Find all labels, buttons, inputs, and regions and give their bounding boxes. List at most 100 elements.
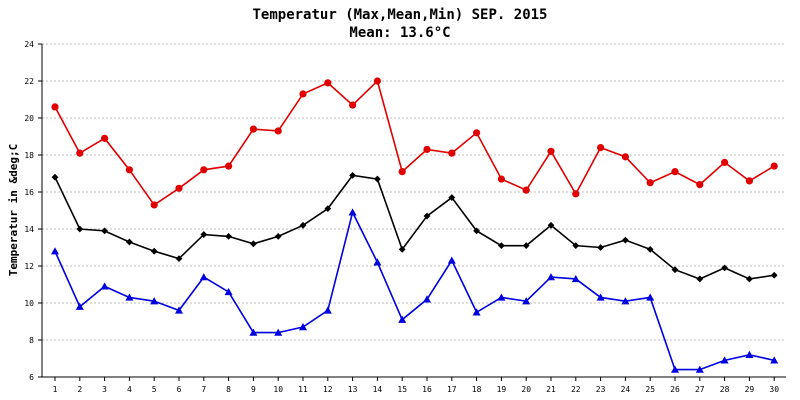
data-point [150, 247, 158, 255]
data-point [646, 245, 654, 253]
data-point [299, 323, 307, 331]
data-point [274, 328, 283, 336]
data-point [423, 212, 431, 220]
grid-lines [42, 43, 786, 341]
data-point [224, 287, 233, 296]
y-tick-label: 10 [24, 299, 34, 308]
data-point [696, 181, 704, 189]
x-tick-label: 13 [348, 385, 358, 394]
series-line [54, 174, 775, 280]
data-point [299, 90, 307, 98]
x-tick-label: 23 [596, 385, 606, 394]
chart-subtitle: Mean: 13.6°C [349, 25, 450, 41]
y-tick-label: 12 [24, 262, 34, 271]
data-point [448, 194, 456, 201]
x-tick-label: 7 [201, 385, 206, 394]
data-point [597, 144, 605, 152]
data-point [150, 297, 159, 305]
x-tick-label: 15 [397, 385, 407, 394]
data-point [547, 221, 555, 229]
x-tick-label: 25 [645, 385, 655, 394]
x-tick-label: 24 [621, 385, 631, 394]
data-point [720, 356, 729, 364]
data-point [646, 179, 654, 187]
x-tick-label: 5 [152, 385, 157, 394]
y-tick-label: 14 [24, 225, 34, 234]
data-point [348, 208, 357, 216]
data-point [101, 134, 109, 142]
data-point [571, 274, 580, 283]
x-tick-label: 8 [226, 385, 231, 394]
y-tick-label: 20 [24, 114, 34, 123]
data-point [349, 101, 357, 109]
data-point [373, 77, 381, 85]
data-point [746, 275, 753, 283]
data-point [126, 238, 133, 246]
y-tick-label: 22 [24, 77, 34, 86]
data-point [249, 328, 258, 336]
data-point [101, 227, 108, 235]
series-line [54, 79, 775, 207]
data-point [745, 350, 754, 358]
data-point [323, 306, 332, 314]
x-tick-label: 1 [53, 385, 58, 394]
data-point [572, 190, 580, 198]
data-point [200, 231, 208, 238]
data-point [597, 244, 604, 251]
data-point [695, 365, 704, 373]
data-point [547, 273, 555, 281]
data-point [596, 293, 605, 301]
data-point [398, 315, 407, 323]
x-tick-label: 22 [571, 385, 581, 394]
y-tick-label: 16 [24, 188, 34, 197]
data-point [547, 147, 555, 155]
data-point [175, 184, 183, 192]
y-tick-label: 18 [24, 151, 34, 160]
x-tick-label: 19 [497, 385, 507, 394]
data-point [472, 308, 481, 316]
x-tick-label: 4 [127, 385, 132, 394]
x-tick-label: 21 [546, 385, 556, 394]
data-point [473, 129, 481, 137]
data-point [324, 79, 332, 87]
y-tick-label: 24 [24, 40, 34, 49]
x-tick-label: 17 [447, 385, 457, 394]
data-point [125, 293, 134, 301]
data-point [770, 162, 778, 170]
data-point [671, 168, 679, 176]
chart-title: Temperatur (Max,Mean,Min) SEP. 2015 [252, 7, 547, 23]
x-tick-label: 30 [769, 385, 779, 394]
data-point [447, 256, 456, 264]
x-tick-label: 6 [177, 385, 182, 394]
data-point [76, 149, 84, 157]
data-point [572, 242, 580, 250]
data-point [646, 293, 655, 301]
data-point [100, 282, 109, 290]
data-point [621, 153, 630, 161]
data-point [374, 175, 381, 183]
series-line [54, 210, 775, 371]
y-axis-label: Temperatur in &deg;C [7, 144, 20, 276]
data-point [497, 293, 506, 301]
x-tick-label: 3 [102, 385, 107, 394]
x-tick-label: 10 [273, 385, 283, 394]
data-point [497, 175, 505, 183]
data-point [721, 158, 729, 166]
x-tick-label: 9 [251, 385, 256, 394]
data-point [200, 166, 208, 174]
data-point [622, 236, 629, 244]
data-point [51, 173, 59, 181]
data-point [225, 233, 232, 240]
y-tick-label: 8 [29, 336, 34, 345]
data-point [770, 271, 778, 279]
data-point [522, 242, 530, 250]
x-tick-label: 18 [472, 385, 482, 394]
data-point [423, 295, 431, 303]
series-group [51, 77, 779, 373]
y-tick-label: 6 [29, 373, 34, 382]
data-point [696, 275, 704, 283]
data-point [76, 225, 84, 233]
data-point [125, 166, 133, 174]
